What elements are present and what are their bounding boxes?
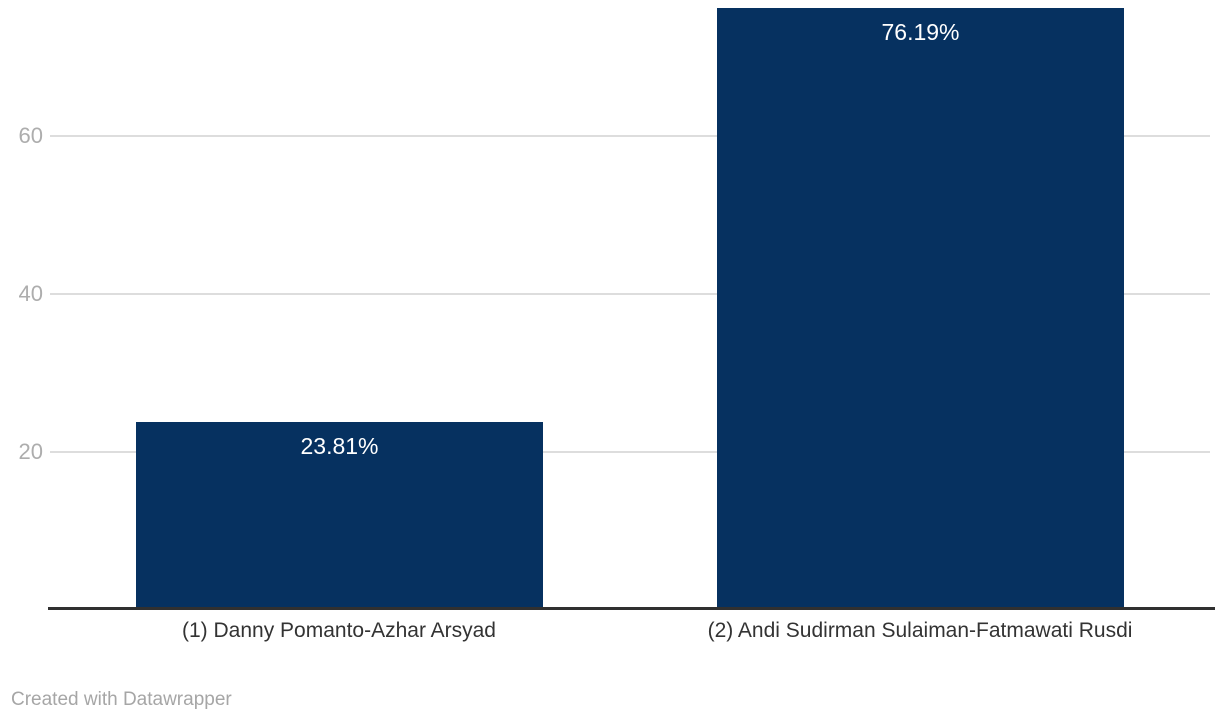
bar: 76.19% [717,8,1124,610]
bar-value-label: 76.19% [881,19,960,45]
bar: 23.81% [136,422,543,610]
y-tick-label: 60 [18,123,43,148]
category-label: (2) Andi Sudirman Sulaiman-Fatmawati Rus… [707,619,1133,642]
y-tick-label: 20 [18,439,43,464]
bar-value-label: 23.81% [300,433,379,459]
datawrapper-credit-link[interactable]: Created with Datawrapper [11,689,232,710]
x-axis-line [48,607,1215,610]
category-label: (1) Danny Pomanto-Azhar Arsyad [182,619,496,642]
y-gridline [50,293,1210,295]
y-gridline [50,135,1210,137]
y-gridline [50,451,1210,453]
y-tick-label: 40 [18,281,43,306]
